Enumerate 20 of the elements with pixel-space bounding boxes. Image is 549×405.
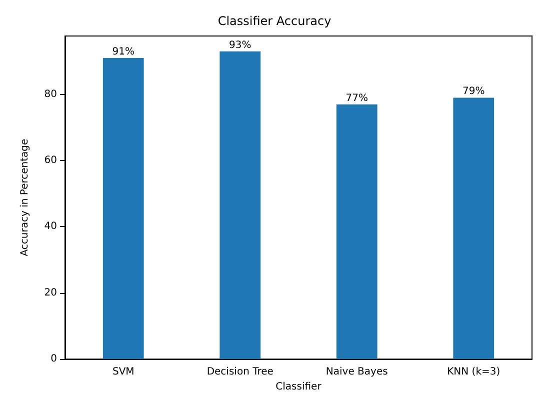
x-tick-label: Decision Tree	[206, 366, 274, 378]
bar	[220, 51, 261, 360]
x-tick-label: KNN (k=3)	[447, 366, 500, 378]
y-tick-label: 40	[44, 221, 57, 232]
y-axis-title: Accuracy in Percentage	[20, 138, 30, 256]
x-axis-title: Classifier	[276, 382, 322, 392]
data-label: 93%	[229, 40, 252, 51]
bar	[102, 58, 144, 360]
y-tick-label: 0	[50, 354, 57, 365]
bar	[336, 104, 378, 360]
data-label: 79%	[462, 86, 485, 98]
y-tick-label: 60	[44, 155, 57, 166]
bar	[453, 98, 494, 360]
data-label: 77%	[346, 92, 368, 104]
x-tick-label: Naive Bayes	[326, 366, 388, 378]
x-tick-label: SVM	[112, 366, 134, 378]
y-tick-label: 20	[44, 287, 57, 298]
chart-title: Classifier Accuracy	[218, 14, 332, 28]
data-label: 91%	[112, 46, 134, 58]
y-tick-label: 80	[44, 88, 57, 100]
